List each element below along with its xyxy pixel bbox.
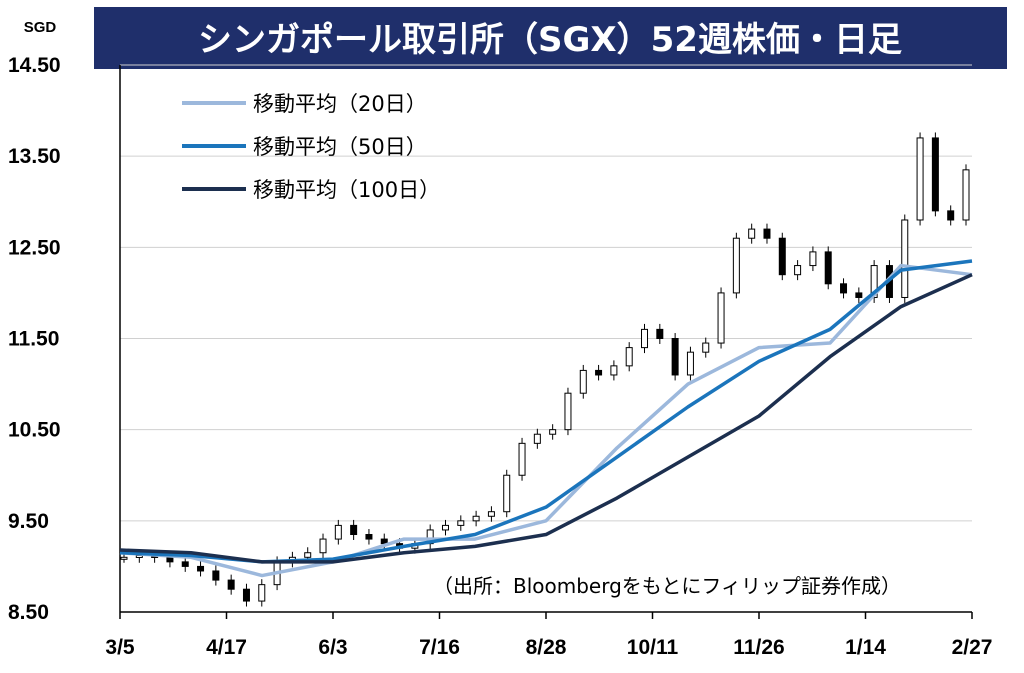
candle-body [916,137,924,221]
legend-label: 移動平均（50日） [253,135,427,159]
candle-body [350,524,358,536]
candle-body [610,365,618,376]
legend: 移動平均（20日） 移動平均（50日） 移動平均（100日） [182,92,440,202]
source-note: （出所：Bloombergをもとにフィリップ証券作成） [433,574,901,598]
x-tick-label: 7/16 [419,636,460,659]
candle-body [258,584,266,602]
y-tick-label: 9.50 [8,510,49,533]
candle-body [671,338,679,376]
y-tick-label: 10.50 [8,419,61,442]
candle-body [824,251,832,285]
candle-body [794,265,802,276]
candle-body [870,265,878,298]
candle-body [457,520,465,526]
candle-body [931,137,939,212]
x-tick-label: 11/26 [733,636,784,659]
x-tick-label: 1/14 [845,636,886,659]
candle-body [120,556,128,560]
y-tick-label: 14.50 [8,54,61,77]
candle-body [732,237,740,294]
candle-body [334,524,342,540]
y-axis-ticks: 14.50 13.50 12.50 11.50 10.50 9.50 8.50 [8,54,61,624]
candle-body [855,292,863,298]
x-tick-label: 10/11 [627,636,679,659]
candle-body [564,392,572,431]
candle-body [686,351,694,376]
y-tick-label: 13.50 [8,145,61,168]
candle-body [242,588,250,602]
x-tick-label: 3/5 [105,636,135,659]
y-axis-unit: SGD [24,19,57,36]
candle-body [365,534,373,540]
x-tick-label: 8/28 [526,636,567,659]
candle-body [227,579,235,590]
candle-body [304,552,312,558]
y-tick-label: 11.50 [8,328,59,351]
candle-body [579,369,587,394]
x-tick-label: 4/17 [206,636,247,659]
candle-body [763,228,771,239]
candle-body [962,169,970,221]
candle-body [197,565,205,572]
candle-body [901,219,909,298]
candle-body [549,429,557,435]
candle-body [809,251,817,267]
candle-body [503,474,511,513]
x-tick-label: 6/3 [318,636,347,659]
candle-body [947,210,955,221]
ma-line-2 [119,273,973,564]
x-tick-label: 2/27 [952,636,993,659]
legend-label: 移動平均（100日） [253,178,440,202]
candle-body [717,292,725,344]
candle-body [595,369,603,376]
candle-body [702,342,710,353]
candle-body [181,561,189,567]
candle-body [441,524,449,531]
candle-body [212,570,220,581]
candle-body [625,347,633,367]
candle-body [533,433,541,444]
chart-title: シンガポール取引所（SGX）52週株価・日足 [198,20,902,60]
candlesticks [120,132,970,607]
y-tick-label: 12.50 [8,236,61,259]
y-tick-label: 8.50 [8,601,49,624]
candle-body [472,515,480,522]
ma-line-0 [119,263,973,578]
candle-body [319,538,327,554]
x-axis-ticks: 3/5 4/17 6/3 7/16 8/28 10/11 11/26 1/14 2/27 [105,612,992,659]
candle-body [778,237,786,276]
candle-body [487,511,495,517]
candle-body [518,442,526,476]
gridlines [119,64,972,613]
candle-body [748,228,756,239]
candle-body [166,556,174,563]
title-bar [94,7,1007,69]
candle-body [840,283,848,294]
candle-body [656,328,664,339]
legend-label: 移動平均（20日） [253,92,427,116]
moving-average-lines [119,259,973,578]
ma-line-1 [119,259,973,564]
candle-body [641,328,649,349]
